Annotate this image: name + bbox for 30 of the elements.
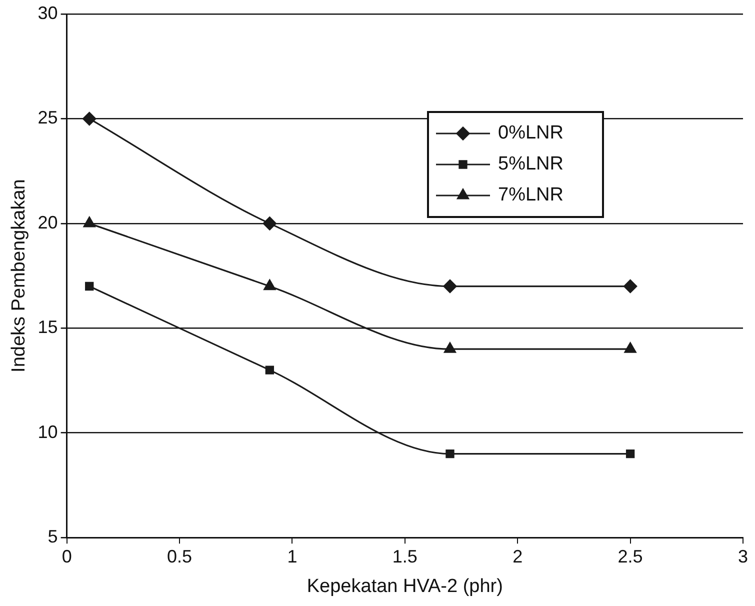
legend-label: 7%LNR <box>498 184 564 206</box>
point <box>626 449 635 458</box>
point <box>624 279 638 294</box>
x-tick-label: 1.5 <box>392 546 418 566</box>
point <box>264 279 276 290</box>
point <box>446 449 454 458</box>
x-tick-label: 2 <box>512 546 523 566</box>
point <box>85 282 94 291</box>
point <box>443 279 457 294</box>
x-tick-label: 0 <box>62 546 72 566</box>
x-tick-label: 1 <box>287 546 298 566</box>
point <box>83 216 96 228</box>
x-tick-label: 2.5 <box>618 546 643 566</box>
y-tick-label: 20 <box>38 212 58 232</box>
x-tick-label: 0.5 <box>167 546 192 566</box>
y-axis-title: Indeks Pembengkakan <box>8 179 30 372</box>
y-tick-label: 5 <box>48 526 58 547</box>
point <box>624 342 636 353</box>
point <box>82 112 96 126</box>
point <box>265 366 274 374</box>
point <box>444 342 456 353</box>
legend-label: 5%LNR <box>498 154 564 175</box>
y-tick-label: 15 <box>38 317 58 338</box>
legend-label: 0%LNR <box>498 122 564 144</box>
y-tick-label: 25 <box>38 108 58 128</box>
y-tick-label: 30 <box>38 2 58 23</box>
y-tick-label: 10 <box>38 422 58 442</box>
x-tick-label: 3 <box>738 546 748 566</box>
x-axis-title: Kepekatan HVA-2 (phr) <box>306 576 503 597</box>
point <box>262 216 276 230</box>
